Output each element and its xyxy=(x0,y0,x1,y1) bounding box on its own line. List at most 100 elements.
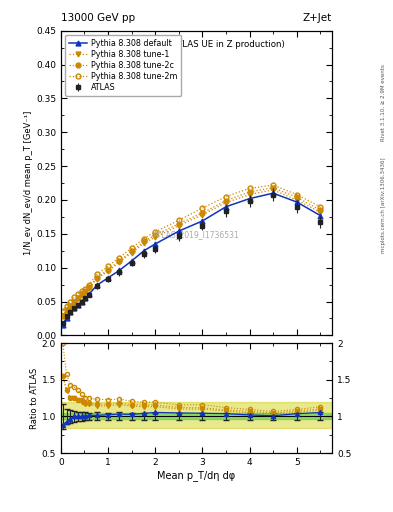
Pythia 8.308 tune-2c xyxy=(83,288,88,294)
Pythia 8.308 default xyxy=(318,212,323,219)
Text: mcplots.cern.ch [arXiv:1306.3436]: mcplots.cern.ch [arXiv:1306.3436] xyxy=(381,157,386,252)
Pythia 8.308 default xyxy=(106,275,110,281)
Pythia 8.308 tune-2c xyxy=(318,207,323,213)
Pythia 8.308 tune-2m xyxy=(200,205,205,211)
Pythia 8.308 tune-2c xyxy=(129,248,134,254)
Pythia 8.308 tune-2m xyxy=(75,291,80,297)
Pythia 8.308 tune-2c xyxy=(141,238,146,244)
Text: Z+Jet: Z+Jet xyxy=(303,13,332,23)
Pythia 8.308 tune-2c xyxy=(87,284,92,290)
Pythia 8.308 tune-2c xyxy=(294,194,299,200)
Pythia 8.308 tune-2c xyxy=(271,185,275,191)
Pythia 8.308 tune-2c xyxy=(72,298,77,305)
Pythia 8.308 default xyxy=(294,199,299,205)
Pythia 8.308 default xyxy=(87,291,92,297)
Pythia 8.308 tune-1 xyxy=(94,276,99,282)
Pythia 8.308 tune-1 xyxy=(79,292,84,298)
Pythia 8.308 tune-1 xyxy=(72,298,77,305)
Pythia 8.308 tune-2m xyxy=(94,271,99,278)
Text: ATLAS_2019_I1736531: ATLAS_2019_I1736531 xyxy=(153,230,240,239)
Pythia 8.308 tune-1 xyxy=(271,187,275,193)
Pythia 8.308 tune-1 xyxy=(318,209,323,215)
Pythia 8.308 tune-2m xyxy=(141,236,146,242)
Pythia 8.308 tune-1 xyxy=(83,289,88,295)
Pythia 8.308 tune-1 xyxy=(87,285,92,291)
Pythia 8.308 tune-2c xyxy=(106,267,110,273)
Pythia 8.308 tune-2m xyxy=(68,298,73,305)
Pythia 8.308 tune-2c xyxy=(224,198,228,204)
Pythia 8.308 default xyxy=(129,258,134,264)
Line: Pythia 8.308 tune-2m: Pythia 8.308 tune-2m xyxy=(61,183,323,313)
Bar xyxy=(61,402,332,428)
Y-axis label: 1/N_ev dN_ev/d mean p_T [GeV⁻¹]: 1/N_ev dN_ev/d mean p_T [GeV⁻¹] xyxy=(24,111,33,255)
Pythia 8.308 tune-1 xyxy=(153,234,158,240)
Pythia 8.308 tune-2c xyxy=(94,275,99,281)
Text: 13000 GeV pp: 13000 GeV pp xyxy=(61,13,135,23)
Pythia 8.308 default xyxy=(141,248,146,254)
Pythia 8.308 tune-2m xyxy=(87,282,92,288)
Pythia 8.308 default xyxy=(271,190,275,196)
Pythia 8.308 tune-1 xyxy=(224,200,228,206)
Pythia 8.308 tune-2c xyxy=(68,303,73,309)
Pythia 8.308 tune-2m xyxy=(176,217,181,223)
Pythia 8.308 default xyxy=(94,282,99,288)
Line: Pythia 8.308 default: Pythia 8.308 default xyxy=(61,191,323,327)
Text: Scalar Σ(p_T) (ATLAS UE in Z production): Scalar Σ(p_T) (ATLAS UE in Z production) xyxy=(108,40,285,49)
Pythia 8.308 tune-2m xyxy=(153,229,158,235)
Pythia 8.308 tune-2m xyxy=(318,204,323,210)
Pythia 8.308 default xyxy=(247,196,252,202)
Pythia 8.308 tune-2m xyxy=(117,254,122,261)
Y-axis label: Ratio to ATLAS: Ratio to ATLAS xyxy=(30,368,39,429)
Pythia 8.308 tune-2c xyxy=(153,232,158,238)
Pythia 8.308 default xyxy=(61,322,65,328)
Pythia 8.308 tune-1 xyxy=(200,212,205,218)
Pythia 8.308 tune-2m xyxy=(64,303,69,309)
Pythia 8.308 tune-1 xyxy=(106,268,110,274)
Pythia 8.308 tune-1 xyxy=(117,259,122,265)
Pythia 8.308 tune-2m xyxy=(106,263,110,269)
Pythia 8.308 default xyxy=(153,241,158,247)
Pythia 8.308 tune-1 xyxy=(61,313,65,319)
Pythia 8.308 tune-2m xyxy=(61,308,65,314)
Pythia 8.308 default xyxy=(117,267,122,273)
Pythia 8.308 tune-2c xyxy=(247,189,252,195)
Pythia 8.308 tune-1 xyxy=(129,250,134,256)
Pythia 8.308 tune-2c xyxy=(79,291,84,297)
Pythia 8.308 default xyxy=(68,309,73,315)
X-axis label: Mean p_T/dη dφ: Mean p_T/dη dφ xyxy=(157,470,236,481)
Pythia 8.308 default xyxy=(64,315,69,321)
Legend: Pythia 8.308 default, Pythia 8.308 tune-1, Pythia 8.308 tune-2c, Pythia 8.308 tu: Pythia 8.308 default, Pythia 8.308 tune-… xyxy=(65,35,181,96)
Pythia 8.308 tune-1 xyxy=(247,191,252,198)
Pythia 8.308 tune-2m xyxy=(129,245,134,251)
Pythia 8.308 tune-2m xyxy=(247,185,252,191)
Pythia 8.308 tune-2m xyxy=(72,294,77,301)
Pythia 8.308 tune-2c xyxy=(200,210,205,216)
Pythia 8.308 tune-2c xyxy=(176,221,181,227)
Pythia 8.308 tune-1 xyxy=(64,307,69,313)
Pythia 8.308 tune-1 xyxy=(141,240,146,246)
Pythia 8.308 tune-1 xyxy=(68,303,73,309)
Line: Pythia 8.308 tune-1: Pythia 8.308 tune-1 xyxy=(61,187,323,319)
Text: Rivet 3.1.10, ≥ 2.9M events: Rivet 3.1.10, ≥ 2.9M events xyxy=(381,64,386,141)
Pythia 8.308 default xyxy=(83,295,88,301)
Bar xyxy=(61,414,332,419)
Pythia 8.308 tune-2m xyxy=(79,288,84,294)
Pythia 8.308 tune-2c xyxy=(75,295,80,301)
Pythia 8.308 tune-1 xyxy=(75,295,80,301)
Pythia 8.308 tune-2c xyxy=(64,307,69,313)
Pythia 8.308 default xyxy=(72,305,77,311)
Pythia 8.308 default xyxy=(200,218,205,224)
Pythia 8.308 tune-2m xyxy=(294,191,299,198)
Pythia 8.308 default xyxy=(224,204,228,210)
Pythia 8.308 default xyxy=(176,228,181,234)
Pythia 8.308 tune-1 xyxy=(176,223,181,229)
Pythia 8.308 tune-1 xyxy=(294,197,299,203)
Pythia 8.308 default xyxy=(75,302,80,308)
Pythia 8.308 tune-2m xyxy=(224,194,228,200)
Line: Pythia 8.308 tune-2c: Pythia 8.308 tune-2c xyxy=(61,185,323,319)
Pythia 8.308 tune-2c xyxy=(61,313,65,319)
Pythia 8.308 tune-2m xyxy=(83,286,88,292)
Pythia 8.308 tune-2m xyxy=(271,182,275,188)
Pythia 8.308 default xyxy=(79,298,84,305)
Pythia 8.308 tune-2c xyxy=(117,258,122,264)
